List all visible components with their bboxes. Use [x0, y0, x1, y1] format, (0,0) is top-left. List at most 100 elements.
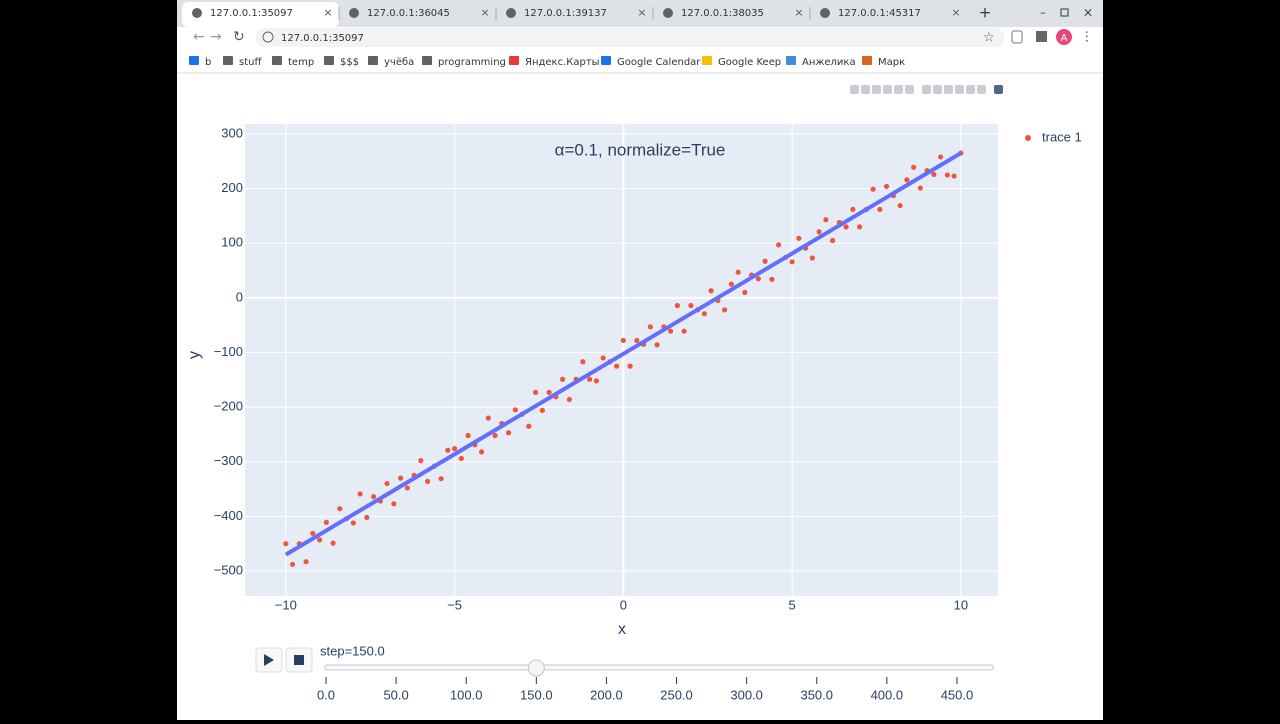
bookmark[interactable]: Google Calendar	[617, 57, 701, 68]
data-point	[600, 355, 606, 361]
data-point	[350, 520, 356, 526]
plot	[245, 124, 998, 596]
data-point	[560, 376, 566, 382]
extension-icon[interactable]	[1011, 30, 1023, 44]
back-button[interactable]: ←	[193, 29, 205, 45]
tab-close[interactable]: ×	[637, 6, 646, 19]
tab-title[interactable]: 127.0.0.1:45317	[838, 8, 921, 19]
x-tick-label: −10	[275, 597, 297, 612]
slider-label: step=150.0	[320, 643, 385, 658]
slider-tick-label: 200.0	[590, 687, 623, 702]
menu-button[interactable]: ⋮	[1081, 30, 1094, 45]
tab-close[interactable]: ×	[480, 6, 489, 19]
y-tick-label: −400	[214, 508, 243, 523]
modebar-button[interactable]	[922, 85, 931, 94]
x-tick-label: −5	[447, 597, 462, 612]
bookmark[interactable]: учёба	[384, 57, 414, 68]
tab-title[interactable]: 127.0.0.1:39137	[524, 8, 607, 19]
modebar-button[interactable]	[883, 85, 892, 94]
bookmark[interactable]: b	[205, 57, 211, 68]
data-point	[580, 359, 586, 365]
slider-track[interactable]	[324, 664, 994, 671]
data-point	[397, 475, 404, 481]
y-tick-label: 100	[221, 235, 243, 250]
data-point	[931, 171, 937, 178]
maximize-button[interactable]	[1060, 8, 1069, 17]
modebar-button[interactable]	[933, 85, 942, 94]
modebar-button[interactable]	[966, 85, 975, 94]
modebar-button[interactable]	[861, 85, 870, 94]
data-point	[465, 432, 471, 439]
data-point	[701, 311, 707, 317]
info-icon[interactable]	[262, 31, 274, 43]
modebar-button[interactable]	[944, 85, 953, 94]
data-point	[823, 217, 829, 223]
modebar-button[interactable]	[894, 85, 903, 94]
bookmark[interactable]: Яндекс.Карты	[525, 57, 600, 68]
y-tick-label: −500	[214, 562, 243, 577]
bookmark[interactable]: Анжелика	[802, 57, 856, 68]
bookmark[interactable]: Марк	[878, 57, 905, 68]
tab-close[interactable]: ×	[951, 6, 960, 19]
data-point	[303, 559, 309, 565]
tab-title[interactable]: 127.0.0.1:36045	[367, 8, 450, 19]
data-point	[418, 458, 424, 464]
fit-line	[284, 151, 962, 557]
data-point	[316, 537, 323, 543]
data-point	[796, 235, 802, 241]
modebar-button[interactable]	[850, 85, 859, 94]
modebar-button[interactable]	[872, 85, 881, 94]
forward-button[interactable]: →	[210, 29, 222, 45]
tab-title[interactable]: 127.0.0.1:38035	[681, 8, 764, 19]
bookmark[interactable]: stuff	[239, 57, 262, 68]
url: 127.0.0.1:35097	[281, 33, 364, 44]
y-tick-label: 200	[221, 180, 243, 195]
modebar-button[interactable]	[955, 85, 964, 94]
reload-button[interactable]: ↻	[233, 29, 245, 45]
data-point	[897, 202, 903, 209]
active-tab	[182, 2, 339, 27]
tab-close[interactable]: ×	[794, 6, 803, 19]
slider-tick-label: 300.0	[730, 687, 763, 702]
slider-tick-label: 50.0	[383, 687, 408, 702]
modebar-button[interactable]	[977, 85, 986, 94]
data-point	[445, 447, 451, 453]
tab-title[interactable]: 127.0.0.1:35097	[210, 8, 293, 19]
data-point	[735, 269, 741, 275]
data-point	[384, 480, 390, 487]
data-point	[769, 276, 775, 282]
tab-close[interactable]: ×	[323, 6, 332, 19]
address-bar[interactable]	[256, 28, 1004, 47]
data-point	[337, 506, 343, 512]
close-window-button[interactable]: ×	[1083, 6, 1093, 20]
x-axis-label: x	[618, 621, 626, 638]
avatar[interactable]	[1056, 29, 1072, 45]
tab-favicon	[349, 8, 359, 18]
star-icon[interactable]: ☆	[983, 31, 995, 46]
bookmark[interactable]: Google Keep	[718, 57, 781, 68]
data-point	[323, 519, 329, 525]
data-point	[283, 541, 289, 547]
data-point	[816, 229, 822, 235]
modebar-button[interactable]	[994, 85, 1003, 94]
modebar-button[interactable]	[905, 85, 914, 94]
data-point	[681, 328, 687, 334]
data-point	[330, 540, 336, 546]
slider-tick-label: 450.0	[941, 687, 974, 702]
puzzle-icon[interactable]	[1036, 31, 1047, 42]
bookmark[interactable]: $$$	[340, 57, 359, 68]
slider-handle[interactable]	[527, 659, 545, 677]
data-point	[917, 185, 923, 191]
bookmark[interactable]: programming	[438, 57, 506, 68]
data-point	[762, 258, 768, 264]
plot-background	[245, 124, 998, 596]
data-point	[391, 501, 397, 507]
legend-marker	[1025, 135, 1031, 141]
data-point	[850, 206, 856, 212]
bookmark[interactable]: temp	[288, 57, 314, 68]
slider-tick-label: 150.0	[520, 687, 553, 702]
legend-label[interactable]: trace 1	[1042, 129, 1082, 144]
bookmark-icon	[601, 56, 611, 65]
new-tab-button[interactable]: +	[979, 4, 992, 22]
minimize-button[interactable]: –	[1040, 6, 1046, 19]
